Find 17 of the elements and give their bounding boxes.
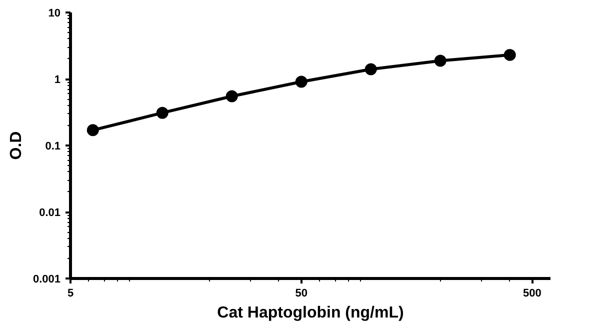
y-tick-label: 10 [48,8,61,20]
x-tick-label: 500 [523,288,542,300]
point [295,76,308,88]
point [86,124,99,136]
x-tick-label: 50 [295,288,308,300]
y-axis-title: O.D [8,131,25,160]
x-axis-title: Cat Haptoglobin (ng/mL) [217,304,404,322]
x-tick-label: 5 [67,288,74,300]
point [156,106,168,119]
y-tick-label: 0.1 [45,140,61,152]
y-tick-label: 0.01 [39,207,61,219]
point [434,54,446,67]
point [364,63,377,76]
y-tick-label: 0.001 [32,274,61,286]
point [226,90,238,102]
point [504,48,516,61]
y-tick-label: 1 [54,74,61,86]
